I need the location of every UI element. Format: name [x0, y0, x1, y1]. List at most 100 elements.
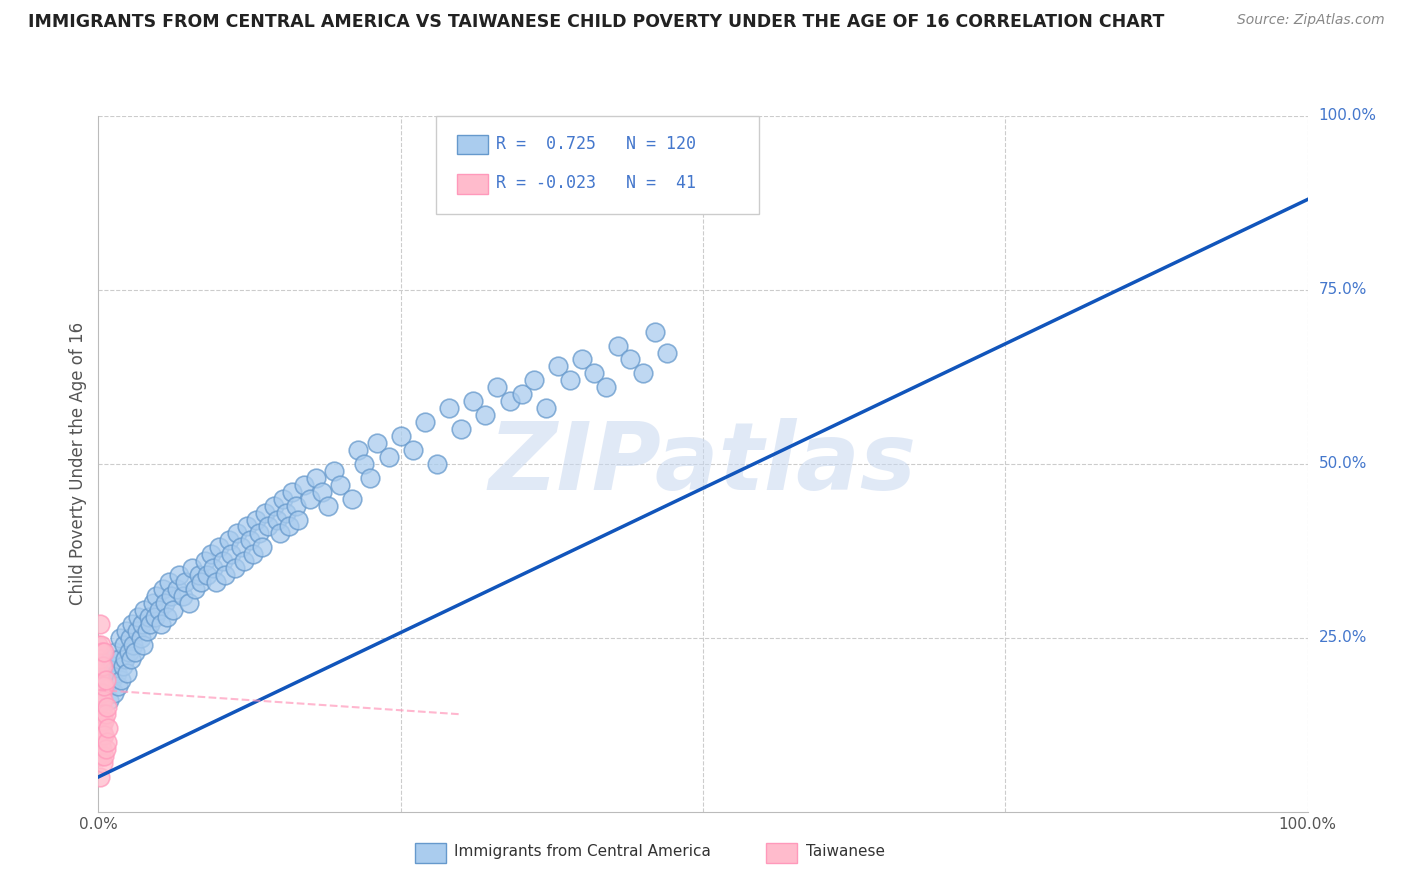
- Point: [91, 645, 114, 659]
- Point: [87, 735, 110, 749]
- Point: [143, 610, 166, 624]
- Text: R =  0.725   N = 120: R = 0.725 N = 120: [496, 135, 696, 153]
- Point: [91, 693, 114, 707]
- Point: [583, 367, 606, 381]
- Point: [214, 568, 236, 582]
- Point: [108, 651, 131, 665]
- Point: [100, 673, 122, 687]
- Point: [353, 457, 375, 471]
- Text: Taiwanese: Taiwanese: [806, 845, 884, 859]
- Point: [94, 742, 117, 756]
- Point: [194, 554, 217, 568]
- Point: [91, 707, 114, 722]
- Point: [274, 506, 297, 520]
- Point: [117, 665, 139, 680]
- Point: [269, 526, 291, 541]
- Point: [316, 499, 339, 513]
- Point: [595, 380, 617, 394]
- Point: [91, 728, 114, 742]
- Text: Source: ZipAtlas.com: Source: ZipAtlas.com: [1237, 13, 1385, 28]
- Point: [486, 380, 509, 394]
- Point: [292, 477, 315, 491]
- Point: [631, 367, 654, 381]
- Point: [148, 603, 170, 617]
- Point: [263, 499, 285, 513]
- Point: [132, 638, 155, 652]
- Point: [121, 616, 143, 631]
- Point: [426, 457, 449, 471]
- Point: [523, 373, 546, 387]
- Text: Immigrants from Central America: Immigrants from Central America: [454, 845, 711, 859]
- Point: [91, 742, 114, 756]
- Y-axis label: Child Poverty Under the Age of 16: Child Poverty Under the Age of 16: [69, 322, 87, 606]
- Point: [135, 624, 157, 638]
- Point: [402, 442, 425, 457]
- Point: [114, 651, 136, 665]
- Point: [103, 686, 125, 700]
- Point: [91, 756, 114, 770]
- Point: [202, 561, 225, 575]
- Point: [305, 471, 328, 485]
- Point: [118, 645, 141, 659]
- Point: [157, 575, 180, 590]
- Text: 25.0%: 25.0%: [1319, 631, 1367, 645]
- Point: [89, 680, 111, 694]
- Point: [93, 680, 115, 694]
- Point: [90, 658, 112, 673]
- Point: [510, 387, 533, 401]
- Text: R = -0.023   N =  41: R = -0.023 N = 41: [496, 174, 696, 192]
- Point: [256, 519, 278, 533]
- Point: [278, 519, 301, 533]
- Point: [254, 506, 277, 520]
- Point: [91, 658, 114, 673]
- Point: [389, 429, 412, 443]
- Point: [360, 471, 382, 485]
- Point: [534, 401, 557, 416]
- Point: [190, 575, 212, 590]
- Point: [101, 658, 124, 673]
- Point: [474, 408, 496, 422]
- Point: [180, 561, 202, 575]
- Point: [212, 554, 235, 568]
- Point: [120, 651, 142, 665]
- Point: [96, 735, 118, 749]
- Text: 100.0%: 100.0%: [1319, 109, 1376, 123]
- Point: [93, 728, 115, 742]
- Point: [152, 582, 174, 596]
- Point: [145, 589, 167, 603]
- Point: [239, 533, 262, 548]
- Point: [96, 665, 118, 680]
- Point: [89, 686, 111, 700]
- Point: [98, 693, 121, 707]
- Point: [329, 477, 352, 491]
- Point: [138, 610, 160, 624]
- Text: IMMIGRANTS FROM CENTRAL AMERICA VS TAIWANESE CHILD POVERTY UNDER THE AGE OF 16 C: IMMIGRANTS FROM CENTRAL AMERICA VS TAIWA…: [28, 13, 1164, 31]
- Point: [91, 721, 114, 735]
- Point: [134, 603, 156, 617]
- Point: [93, 749, 115, 764]
- Point: [104, 645, 127, 659]
- Point: [224, 561, 246, 575]
- Text: 75.0%: 75.0%: [1319, 283, 1367, 297]
- Point: [323, 464, 346, 478]
- Point: [273, 491, 295, 506]
- Point: [156, 610, 179, 624]
- Point: [91, 714, 114, 729]
- Point: [347, 442, 370, 457]
- Point: [90, 735, 112, 749]
- Point: [93, 680, 115, 694]
- Point: [463, 394, 485, 409]
- Point: [89, 714, 111, 729]
- Point: [547, 359, 569, 374]
- Point: [232, 554, 254, 568]
- Point: [200, 547, 222, 561]
- Point: [229, 541, 252, 555]
- Point: [226, 526, 249, 541]
- Point: [111, 658, 134, 673]
- Point: [169, 568, 191, 582]
- Point: [236, 519, 259, 533]
- Point: [87, 749, 110, 764]
- Point: [87, 638, 110, 652]
- Point: [108, 631, 131, 645]
- Point: [93, 645, 115, 659]
